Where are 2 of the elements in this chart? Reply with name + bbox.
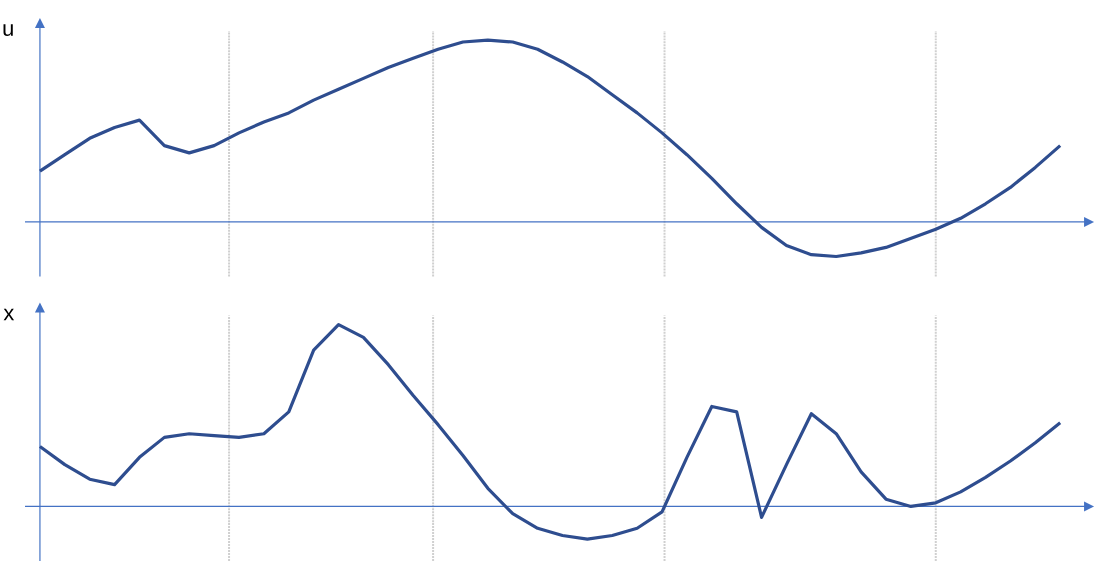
y-axis-title: x	[3, 308, 15, 321]
y-axis-title: u	[3, 24, 13, 36]
